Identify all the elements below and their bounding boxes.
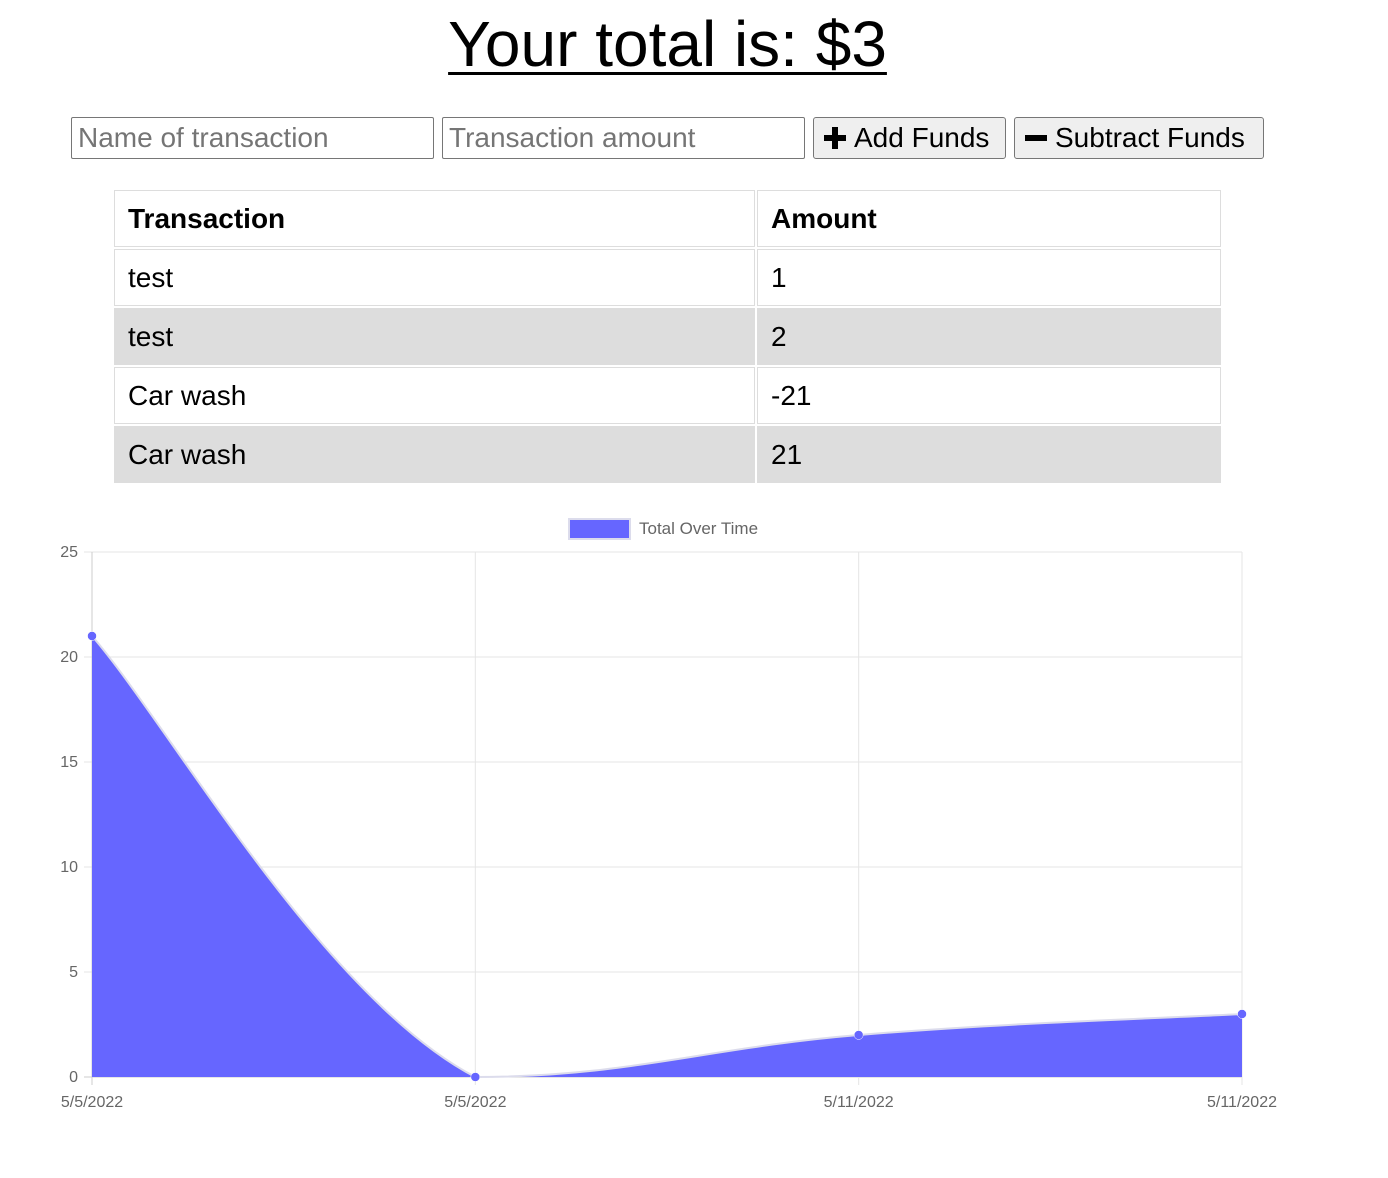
- x-tick-label: 5/5/2022: [444, 1094, 506, 1111]
- transaction-name-cell: Car wash: [114, 367, 755, 424]
- x-tick-label: 5/11/2022: [1207, 1094, 1277, 1111]
- transactions-table: Transaction Amount test 1 test 2 Car was…: [112, 188, 1223, 485]
- add-funds-button[interactable]: Add Funds: [813, 117, 1006, 159]
- x-axis-labels: 5/5/2022 5/5/2022 5/11/2022 5/11/2022: [61, 1094, 1277, 1111]
- transaction-amount-cell: 2: [757, 308, 1221, 365]
- legend-swatch: [568, 518, 631, 540]
- minus-icon: [1025, 127, 1047, 149]
- y-tick-label: 25: [60, 544, 78, 561]
- transaction-name-cell: Car wash: [114, 426, 755, 483]
- y-tick-label: 0: [69, 1069, 78, 1086]
- data-point: [87, 631, 97, 641]
- subtract-funds-button[interactable]: Subtract Funds: [1014, 117, 1264, 159]
- transaction-amount-input[interactable]: [442, 117, 805, 159]
- y-tick-label: 15: [60, 754, 78, 771]
- data-point: [470, 1072, 481, 1082]
- header-amount: Amount: [757, 190, 1221, 247]
- table-row: test 2: [114, 308, 1221, 365]
- plus-icon: [824, 127, 846, 149]
- table-row: Car wash -21: [114, 367, 1221, 424]
- transaction-name-cell: test: [114, 308, 755, 365]
- data-point: [853, 1030, 864, 1040]
- chart-legend: Total Over Time: [568, 518, 758, 540]
- transaction-name-input[interactable]: [71, 117, 434, 159]
- y-tick-label: 10: [60, 859, 78, 876]
- y-tick-label: 20: [60, 649, 78, 666]
- header-transaction: Transaction: [114, 190, 755, 247]
- x-tick-label: 5/5/2022: [61, 1094, 123, 1111]
- series-line: [91, 635, 1243, 1079]
- data-point: [1237, 1009, 1247, 1019]
- table-header-row: Transaction Amount: [114, 190, 1221, 247]
- transaction-amount-cell: 1: [757, 249, 1221, 306]
- legend-label: Total Over Time: [639, 519, 758, 538]
- table-row: test 1: [114, 249, 1221, 306]
- subtract-funds-label: Subtract Funds: [1055, 122, 1245, 153]
- transaction-name-cell: test: [114, 249, 755, 306]
- total-heading: Your total is: $3: [448, 8, 887, 80]
- x-tick-label: 5/11/2022: [824, 1094, 894, 1111]
- series-points: [87, 631, 1247, 1082]
- y-tick-label: 5: [69, 964, 78, 981]
- series-area: [92, 636, 1242, 1077]
- table-row: Car wash 21: [114, 426, 1221, 483]
- y-axis-labels: 0 5 10 15 20 25: [60, 544, 78, 1086]
- add-funds-label: Add Funds: [854, 122, 990, 153]
- transaction-amount-cell: 21: [757, 426, 1221, 483]
- transaction-amount-cell: -21: [757, 367, 1221, 424]
- total-over-time-chart: 0 5 10 15 20 25 5/5/2022 5/5/2022 5/11/2022 5/11…: [60, 518, 1277, 1111]
